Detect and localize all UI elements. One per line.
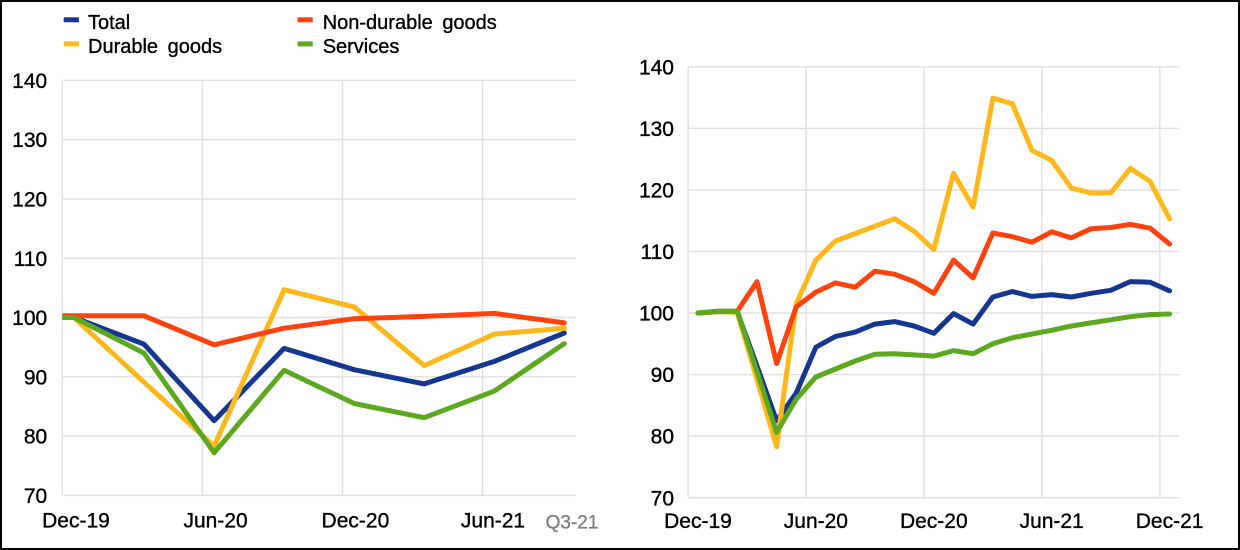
svg-text:Dec-19: Dec-19 <box>664 510 732 533</box>
svg-text:Q3-21: Q3-21 <box>546 513 599 534</box>
svg-text:130: 130 <box>639 118 674 141</box>
svg-text:Services: Services <box>323 36 400 58</box>
svg-text:Jun-20: Jun-20 <box>183 509 247 532</box>
svg-text:Jun-21: Jun-21 <box>1020 510 1084 533</box>
svg-text:80: 80 <box>651 426 674 449</box>
svg-text:Dec-20: Dec-20 <box>900 510 968 533</box>
svg-text:70: 70 <box>651 487 674 510</box>
svg-text:90: 90 <box>651 364 674 387</box>
svg-text:100: 100 <box>12 307 47 330</box>
svg-text:70: 70 <box>24 485 47 508</box>
svg-text:Dec-20: Dec-20 <box>322 509 390 532</box>
svg-text:Non-durable goods: Non-durable goods <box>323 12 497 34</box>
svg-text:120: 120 <box>639 180 674 203</box>
svg-text:90: 90 <box>24 366 47 389</box>
svg-text:Total: Total <box>88 12 130 34</box>
svg-text:140: 140 <box>12 70 47 93</box>
svg-text:80: 80 <box>24 426 47 449</box>
svg-text:100: 100 <box>639 303 674 326</box>
svg-text:120: 120 <box>12 189 47 212</box>
svg-text:Dec-19: Dec-19 <box>42 509 110 532</box>
svg-text:Dec-21: Dec-21 <box>1136 510 1204 533</box>
svg-text:110: 110 <box>14 248 47 271</box>
svg-text:Durable goods: Durable goods <box>88 36 222 58</box>
svg-text:Jun-21: Jun-21 <box>461 509 525 532</box>
svg-text:110: 110 <box>641 241 674 264</box>
svg-text:Jun-20: Jun-20 <box>784 510 848 533</box>
svg-text:140: 140 <box>639 56 674 79</box>
svg-text:130: 130 <box>12 129 47 152</box>
